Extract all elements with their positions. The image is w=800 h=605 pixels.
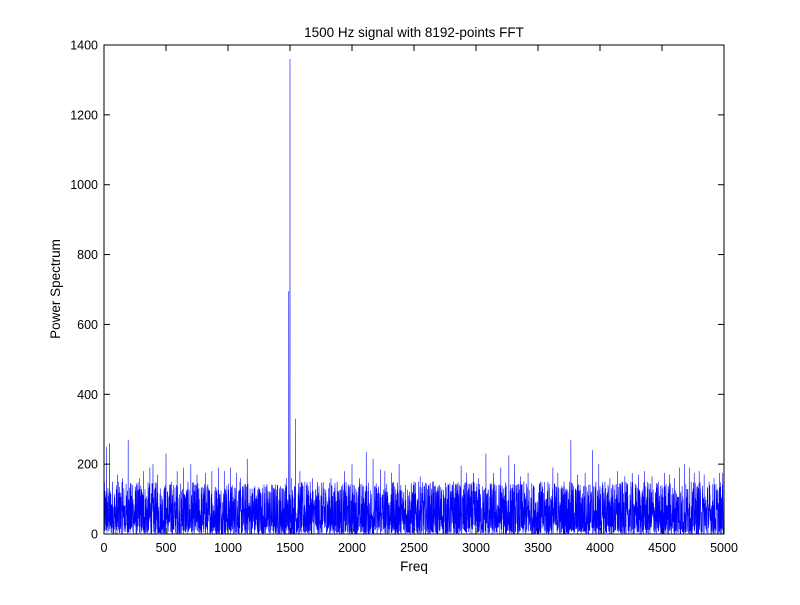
y-tick-label: 400 bbox=[77, 388, 98, 402]
y-tick-label: 800 bbox=[77, 248, 98, 262]
ticks-layer: 0 500 1000 1500 2000 2500 3000 3500 4000 4500 5000… bbox=[70, 39, 738, 556]
y-tick-label: 1200 bbox=[70, 108, 98, 122]
x-tick-label: 3000 bbox=[462, 541, 490, 555]
x-tick-label: 1000 bbox=[214, 541, 242, 555]
x-tick-label: 3500 bbox=[524, 541, 552, 555]
y-tick-label: 200 bbox=[77, 458, 98, 472]
y-tick-label: 600 bbox=[77, 318, 98, 332]
x-tick-label: 5000 bbox=[710, 541, 738, 555]
y-tick-label: 1000 bbox=[70, 178, 98, 192]
y-tick-label: 0 bbox=[91, 528, 98, 542]
y-tick-label: 1400 bbox=[70, 39, 98, 53]
x-tick-label: 2000 bbox=[338, 541, 366, 555]
x-tick-label: 0 bbox=[101, 541, 108, 555]
y-axis-label: Power Spectrum bbox=[48, 239, 63, 339]
plot-layer bbox=[103, 58, 725, 535]
x-tick-label: 2500 bbox=[400, 541, 428, 555]
x-axis-label: Freq bbox=[400, 559, 428, 574]
x-tick-label: 500 bbox=[156, 541, 177, 555]
x-tick-label: 1500 bbox=[276, 541, 304, 555]
x-tick-label: 4500 bbox=[648, 541, 676, 555]
spectrum-series-line bbox=[103, 58, 725, 535]
x-tick-label: 4000 bbox=[586, 541, 614, 555]
chart-title: 1500 Hz signal with 8192-points FFT bbox=[304, 25, 524, 40]
